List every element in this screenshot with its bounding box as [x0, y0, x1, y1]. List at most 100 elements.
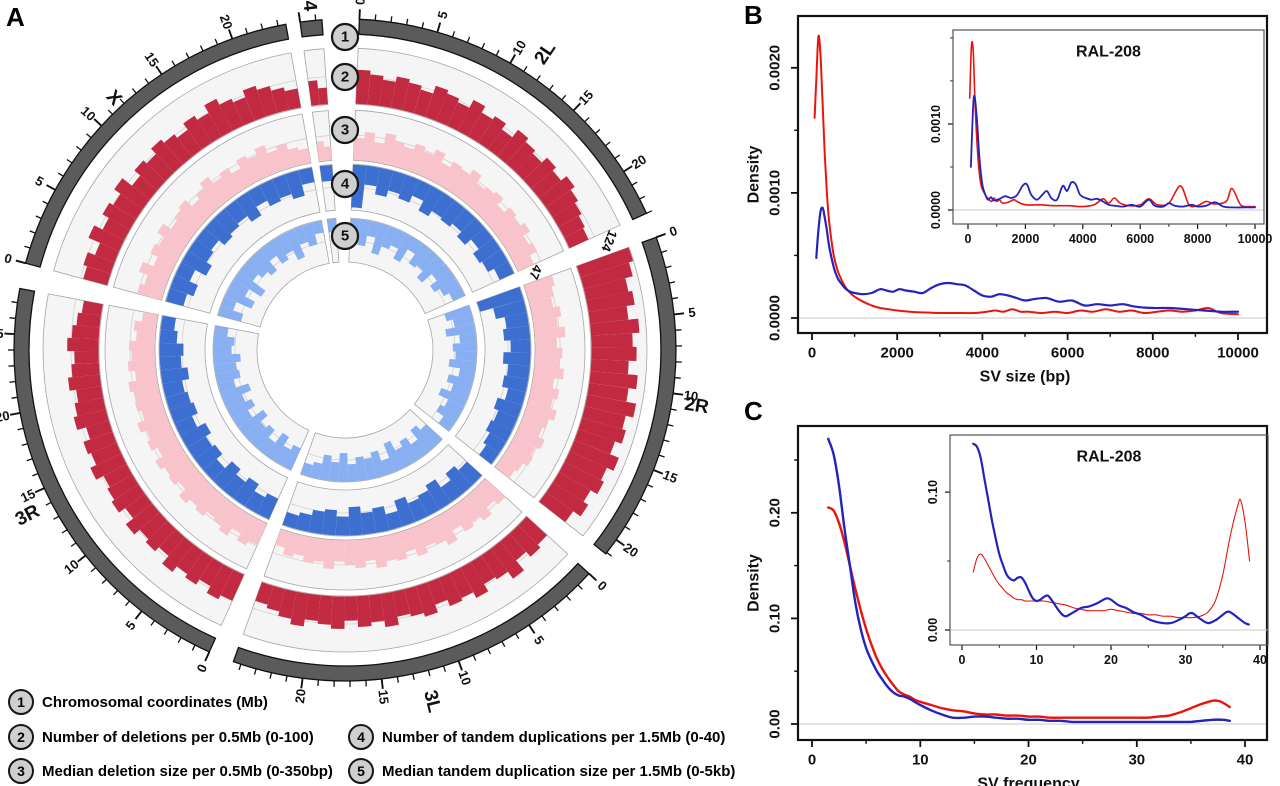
axis-tick [214, 38, 219, 45]
axis-tick [297, 12, 302, 23]
histogram-bar [248, 519, 267, 546]
axis-tick [623, 165, 633, 173]
histogram-bar [234, 271, 266, 297]
histogram-bar [239, 263, 259, 282]
histogram-bar [282, 532, 299, 558]
chromosome-ring-2R [593, 236, 677, 555]
svg-text:0: 0 [965, 232, 972, 246]
histogram-bar [235, 192, 262, 222]
svg-text:25: 25 [0, 325, 4, 341]
chromosome-ring-2L [358, 18, 648, 221]
histogram-bar [298, 148, 311, 165]
histogram-bar [344, 596, 358, 621]
histogram-bar [449, 287, 465, 301]
histogram-bar [256, 493, 279, 520]
histogram-bar [162, 537, 194, 572]
histogram-bar [532, 375, 555, 389]
axis-tick [405, 18, 409, 25]
histogram-bar [188, 239, 214, 263]
axis-tick [509, 54, 517, 64]
svg-text:20: 20 [629, 152, 649, 172]
histogram-bar [166, 288, 188, 307]
track-midline [352, 186, 494, 283]
axis-tick [21, 443, 28, 447]
track-2-badge: 2 [8, 724, 34, 750]
svg-text:4: 4 [298, 0, 320, 13]
histogram-bar [455, 351, 477, 362]
histogram-bar [206, 564, 234, 600]
chromosome-ring-3L [232, 562, 590, 682]
axis-tick [436, 22, 442, 33]
histogram-bar [134, 160, 166, 191]
histogram-bar [147, 430, 177, 451]
histogram-bar [318, 87, 328, 105]
svg-text:10: 10 [1030, 653, 1044, 667]
histogram-bar [457, 99, 486, 137]
svg-text:2000: 2000 [881, 345, 914, 362]
axis-tick [15, 259, 26, 265]
histogram-bar [458, 368, 475, 380]
histogram-bar [392, 589, 411, 617]
svg-text:0.0020: 0.0020 [767, 45, 784, 91]
histogram-bar [471, 227, 494, 250]
histogram-bar [164, 453, 191, 476]
axis-tick [396, 676, 399, 683]
histogram-bar [372, 506, 390, 533]
histogram-bar [284, 229, 306, 261]
histogram-bar [449, 567, 474, 599]
histogram-bar [399, 529, 416, 553]
histogram-bar [489, 207, 517, 233]
axis-tick [34, 487, 45, 494]
chromosome-ring-X [24, 23, 290, 268]
density-curve-blue [827, 437, 1231, 724]
histogram-bar [170, 275, 198, 297]
axis-tick [155, 65, 163, 75]
histogram-bar [271, 87, 290, 113]
histogram-bar [417, 490, 440, 516]
histogram-bar [481, 548, 508, 580]
histogram-bar [388, 170, 407, 195]
histogram-bar [221, 296, 237, 311]
histogram-bar [83, 431, 117, 455]
axis-tick [658, 454, 665, 458]
histogram-bar [438, 573, 463, 607]
axis-tick [285, 675, 288, 682]
histogram-bar [585, 394, 637, 418]
histogram-bar [183, 115, 212, 150]
histogram-bar [153, 257, 175, 274]
axis-tick [572, 102, 582, 112]
histogram-bar [228, 398, 256, 420]
axis-tick [93, 118, 103, 127]
histogram-bar [162, 380, 185, 398]
histogram-bar [482, 249, 508, 272]
histogram-bar [302, 536, 317, 564]
histogram-bar [128, 340, 155, 351]
axis-tick [515, 633, 520, 640]
legend-item-text: Chromosomal coordinates (Mb) [42, 693, 268, 711]
histogram-bar [482, 204, 505, 226]
histogram-bar [255, 582, 274, 605]
svg-text:10: 10 [912, 752, 929, 769]
histogram-bar [338, 453, 348, 482]
histogram-bar [102, 217, 130, 241]
legend-item-coordinates: 1 Chromosomal coordinates (Mb) [8, 689, 268, 715]
legend-item-deletion-size: 3 Median deletion size per 0.5Mb (0-350b… [8, 758, 333, 784]
histogram-bar [231, 510, 251, 534]
histogram-bar [477, 286, 524, 312]
track-1-ring-badge [330, 22, 360, 52]
histogram-bar [380, 591, 399, 628]
track-midline [289, 459, 466, 514]
histogram-bar [111, 484, 145, 513]
legend-item-text: Median deletion size per 0.5Mb (0-350bp) [42, 762, 333, 780]
svg-text:1: 1 [341, 29, 349, 46]
axis-tick [77, 554, 87, 563]
svg-text:0: 0 [959, 653, 966, 667]
histogram-bar [355, 69, 371, 105]
svg-text:0: 0 [194, 662, 211, 675]
axis-tick [624, 526, 631, 531]
axis-tick [300, 678, 304, 689]
svg-text:8000: 8000 [1184, 232, 1212, 246]
histogram-bar [354, 539, 366, 569]
svg-text:4: 4 [341, 176, 350, 193]
svg-text:0.20: 0.20 [767, 498, 784, 527]
